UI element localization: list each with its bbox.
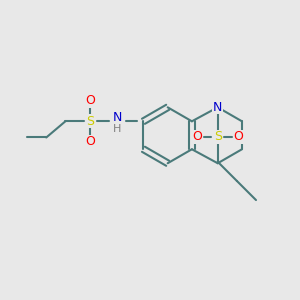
Text: S: S (86, 115, 94, 128)
Text: N: N (213, 101, 222, 114)
Text: N: N (112, 111, 122, 124)
Text: O: O (192, 130, 202, 143)
Text: H: H (113, 124, 121, 134)
Text: O: O (85, 94, 95, 107)
Text: S: S (214, 130, 222, 143)
Text: O: O (233, 130, 243, 143)
Text: O: O (85, 135, 95, 148)
